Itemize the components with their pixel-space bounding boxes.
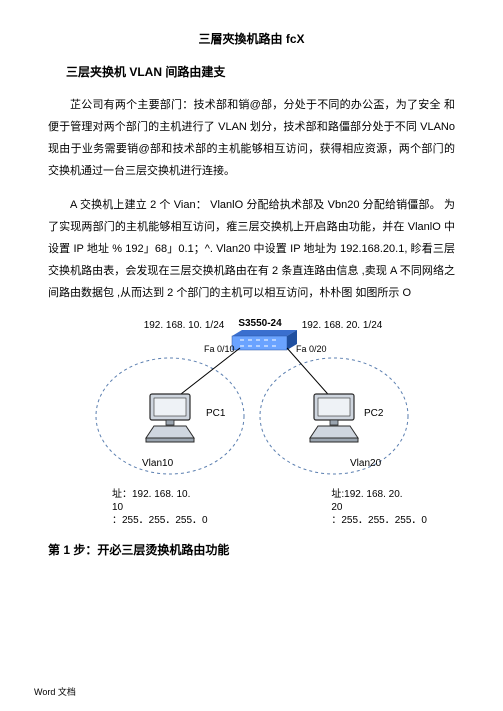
- pc1-icon: [146, 394, 194, 442]
- ip-left-l3: ：255．255．255．0: [112, 514, 208, 527]
- vlan20-label: Vlan20: [350, 458, 382, 469]
- fa-right-label: Fa 0/20: [296, 344, 327, 354]
- ip-right-label: 192. 168. 20. 1/24: [301, 320, 382, 331]
- paragraph-1: 芷公司有两个主要部门：技术部和销@部，分处于不同的办公盃，为了安全 和便于管理对…: [48, 94, 455, 182]
- link-right: [287, 348, 334, 401]
- fa-left-label: Fa 0/10: [204, 344, 235, 354]
- paragraph-2: A 交换机上建立 2 个 Vian： VlanlO 分配给执术部及 Vbn20 …: [48, 194, 455, 304]
- ip-right-l2: 20: [331, 501, 427, 514]
- pc2-icon: [310, 394, 358, 442]
- pc2-label: PC2: [364, 408, 384, 419]
- ip-col-right: 址:192. 168. 20. 20 ：255．255．255．0: [331, 488, 427, 527]
- ip-left-label: 192. 168. 10. 1/24: [143, 320, 224, 331]
- ip-left-l2: 10: [112, 501, 208, 514]
- ip-right-l3: ：255．255．255．0: [331, 514, 427, 527]
- doc-title: 三層夾換机路由 fcX: [48, 30, 455, 49]
- network-diagram: 192. 168. 10. 1/24 192. 168. 20. 1/24 S3…: [48, 316, 455, 478]
- footer-text: Word 文档: [34, 685, 76, 699]
- doc-subtitle: 三层夹换机 VLAN 间路由建支: [48, 63, 455, 82]
- vlan10-label: Vlan10: [142, 458, 174, 469]
- ip-left-l1: 址：192. 168. 10.: [112, 488, 208, 501]
- link-left: [172, 348, 240, 401]
- ip-table: 址：192. 168. 10. 10 ：255．255．255．0 址:192.…: [48, 486, 455, 527]
- switch-icon: [232, 330, 297, 350]
- pc1-label: PC1: [206, 408, 226, 419]
- ip-right-l1: 址:192. 168. 20.: [331, 488, 427, 501]
- switch-label: S3550-24: [238, 318, 282, 329]
- step-1-heading: 第 1 步：开必三层烫换机路由功能: [48, 541, 455, 560]
- ip-col-left: 址：192. 168. 10. 10 ：255．255．255．0: [112, 488, 208, 527]
